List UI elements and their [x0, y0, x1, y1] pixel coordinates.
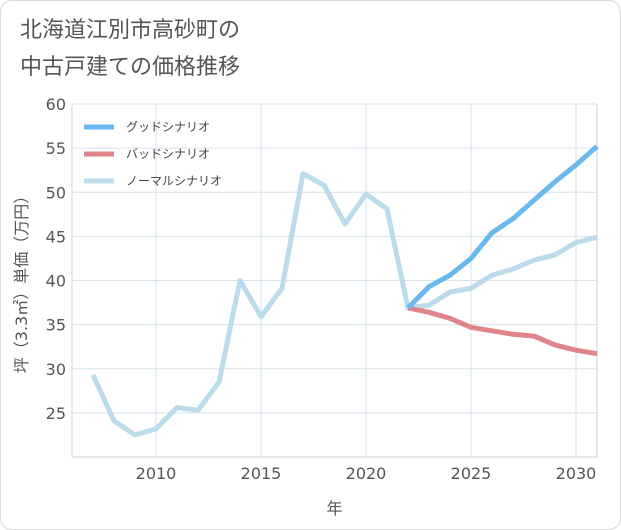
y-axis-label: 坪（3.3㎡）単価（万円）	[12, 188, 31, 373]
x-tick-label: 2010	[136, 464, 177, 483]
axes: 25 30 35 40 45 50 55 60 2010 2015 2020 2025 2030	[46, 95, 598, 483]
y-tick-label: 45	[46, 227, 66, 246]
x-tick-label: 2030	[556, 464, 597, 483]
y-tick-label: 40	[46, 272, 66, 291]
series-line-1	[407, 305, 598, 357]
legend-label-0: グッドシナリオ	[126, 120, 210, 134]
axis-labels: 年 坪（3.3㎡）単価（万円）	[12, 188, 343, 518]
y-tick-label: 25	[46, 404, 66, 423]
grid	[72, 103, 597, 457]
series-line-0	[406, 144, 599, 310]
y-tick-label: 55	[46, 139, 66, 158]
x-tick-label: 2025	[451, 464, 492, 483]
chart-title-line-2: 中古戸建ての価格推移	[20, 55, 241, 80]
series-line-2	[90, 171, 598, 438]
legend-label-1: バッドシナリオ	[126, 147, 210, 161]
series-layer	[90, 144, 599, 438]
chart-title: 北海道江別市高砂町の 中古戸建ての価格推移	[20, 12, 240, 86]
x-tick-label: 2015	[241, 464, 282, 483]
y-tick-label: 30	[46, 360, 66, 379]
chart-title-line-1: 北海道江別市高砂町の	[20, 18, 241, 43]
x-tick-label: 2020	[346, 464, 387, 483]
y-tick-label: 35	[46, 316, 66, 335]
y-tick-label: 50	[46, 183, 66, 202]
legend-label-2: ノーマルシナリオ	[126, 174, 222, 188]
x-axis-label: 年	[326, 499, 342, 518]
y-tick-label: 60	[46, 95, 66, 114]
